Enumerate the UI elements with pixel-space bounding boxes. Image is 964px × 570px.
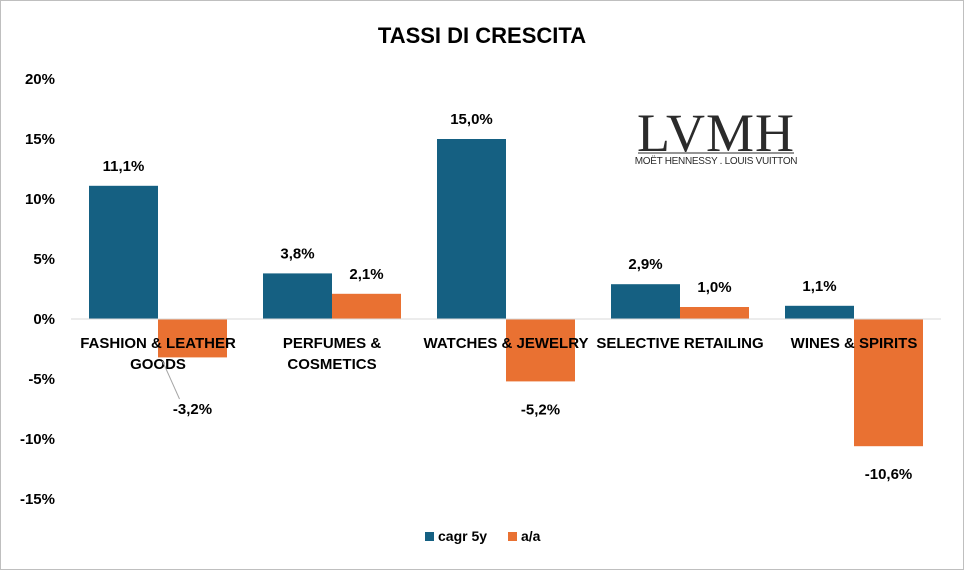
- logo-subtext: MOËT HENNESSY . LOUIS VUITTON: [635, 155, 798, 167]
- data-label: 1,1%: [802, 278, 836, 295]
- y-tick-label: 10%: [25, 191, 55, 208]
- category-labels: FASHION & LEATHER GOODS PERFUMES & COSMETIC…: [80, 335, 917, 373]
- y-tick-label: 15%: [25, 131, 55, 148]
- bar-cagr: [437, 139, 506, 319]
- legend: cagr 5y a/a: [425, 528, 541, 544]
- category-label: WINES & SPIRITS: [791, 335, 918, 352]
- bar-aa: [680, 307, 749, 319]
- legend-label: a/a: [521, 528, 541, 544]
- data-label: 3,8%: [280, 245, 314, 262]
- y-axis-ticks: 20% 15% 10% 5% 0% -5% -10% -15%: [20, 71, 55, 508]
- legend-swatch: [425, 532, 434, 541]
- bar-aa: [506, 319, 575, 382]
- bar-aa: [158, 319, 227, 358]
- y-tick-label: 20%: [25, 71, 55, 88]
- category-label: PERFUMES &: [283, 335, 382, 352]
- category-label: GOODS: [130, 356, 186, 373]
- legend-label: cagr 5y: [438, 528, 487, 544]
- y-tick-label: -10%: [20, 431, 55, 448]
- leader-line: [162, 360, 180, 400]
- data-label: -3,2%: [173, 401, 212, 418]
- chart-title: TASSI DI CRESCITA: [378, 23, 586, 48]
- data-label: 2,9%: [628, 256, 662, 273]
- data-label: 15,0%: [450, 111, 493, 128]
- bar-cagr: [785, 305, 854, 319]
- y-tick-label: -5%: [28, 371, 55, 388]
- y-tick-label: 0%: [33, 311, 55, 328]
- data-label: 11,1%: [103, 158, 145, 175]
- category-label: COSMETICS: [287, 356, 376, 373]
- bars: [89, 139, 923, 447]
- bar-cagr: [89, 185, 158, 319]
- bar-cagr: [263, 273, 332, 319]
- data-label: -10,6%: [865, 466, 913, 483]
- legend-swatch: [508, 532, 517, 541]
- data-label: 2,1%: [349, 266, 383, 283]
- category-label: WATCHES & JEWELRY: [423, 335, 588, 352]
- bar-cagr: [611, 284, 680, 319]
- lvmh-logo: LVMH MOËT HENNESSY . LOUIS VUITTON: [635, 103, 798, 167]
- logo-wordmark: LVMH: [637, 103, 795, 163]
- bar-aa: [854, 319, 923, 447]
- category-label: FASHION & LEATHER: [80, 335, 236, 352]
- data-labels: 11,1% -3,2% 3,8% 2,1% 15,0% -5,2% 2,9% 1,0% 1,1%…: [103, 111, 913, 483]
- category-label: SELECTIVE RETAILING: [596, 335, 763, 352]
- bar-aa: [332, 293, 401, 319]
- y-tick-label: -15%: [20, 491, 55, 508]
- data-label: 1,0%: [697, 279, 731, 296]
- y-tick-label: 5%: [33, 251, 55, 268]
- data-label: -5,2%: [521, 401, 560, 418]
